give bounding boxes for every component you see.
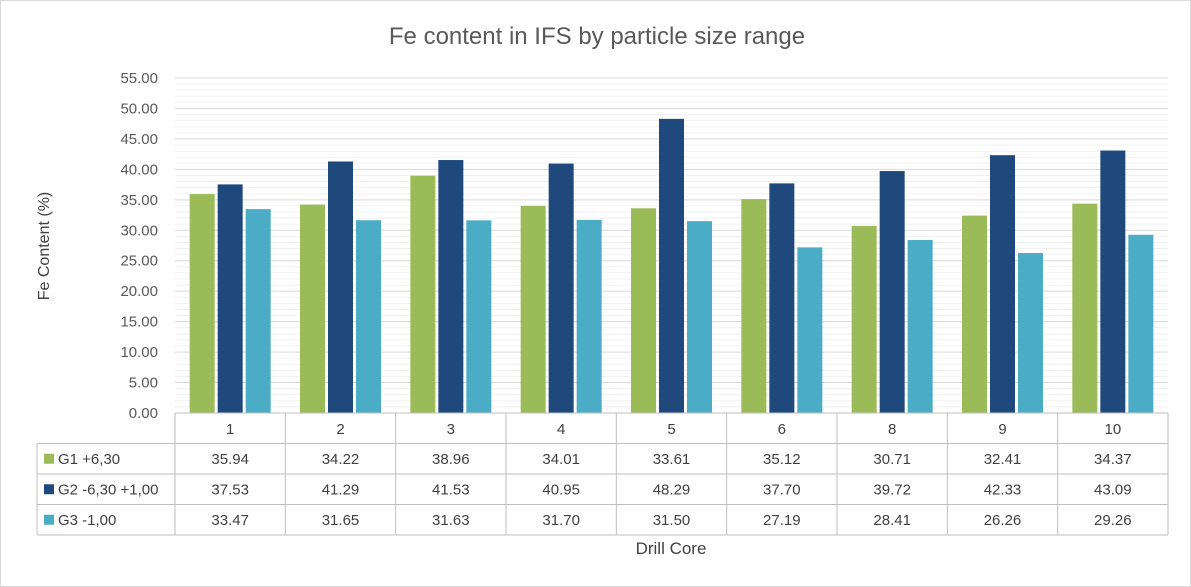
bar-series-1 [631, 208, 656, 413]
y-tick-label: 30.00 [120, 222, 158, 239]
data-label: 33.47 [211, 512, 249, 529]
y-tick-label: 0.00 [129, 405, 158, 422]
x-category-label: 2 [336, 421, 344, 438]
data-label: 34.22 [322, 451, 360, 468]
y-tick-label: 5.00 [129, 375, 158, 392]
data-label: 31.50 [653, 512, 691, 529]
bars [189, 118, 1154, 414]
bar-series-2 [769, 183, 795, 413]
bar-series-1 [410, 175, 436, 413]
data-label: 37.70 [763, 481, 801, 498]
y-tick-label: 50.00 [120, 100, 158, 117]
x-category-label: 1 [226, 421, 234, 438]
bar-series-2 [879, 171, 905, 413]
bar-series-3 [466, 220, 492, 413]
data-label: 29.26 [1094, 512, 1132, 529]
data-label: 34.37 [1094, 451, 1132, 468]
data-label: 28.41 [873, 512, 911, 529]
data-table: 1 2 3 4 5 6 8 9 10 G1 +6,30 35.94 34.22 38.96 34.01 33… [36, 412, 1169, 536]
bar-series-1 [962, 215, 987, 413]
data-label: 31.70 [542, 512, 580, 529]
legend-key-series-3 [44, 514, 54, 525]
x-axis-label: Drill Core [636, 539, 707, 558]
data-label: 30.71 [873, 451, 911, 468]
bar-series-1 [300, 204, 325, 413]
y-tick-label: 10.00 [120, 344, 158, 361]
data-label: 32.41 [984, 451, 1022, 468]
data-label: 31.63 [432, 512, 470, 529]
data-label: 43.09 [1094, 481, 1132, 498]
legend-label: G1 +6,30 [58, 451, 120, 468]
data-label: 31.65 [322, 512, 360, 529]
bar-series-1 [851, 225, 877, 413]
bar-series-1 [520, 205, 546, 413]
data-label: 48.29 [653, 481, 691, 498]
y-tick-label: 25.00 [120, 253, 158, 270]
data-label: 38.96 [432, 451, 470, 468]
x-category-label: 6 [778, 421, 786, 438]
legend-key-series-1 [44, 453, 54, 464]
y-tick-label: 15.00 [120, 314, 158, 331]
data-label: 42.33 [984, 481, 1022, 498]
bar-series-1 [189, 194, 215, 413]
legend-key-series-2 [44, 484, 54, 495]
bar-series-3 [576, 219, 602, 413]
x-category-label: 3 [447, 421, 455, 438]
x-category-label: 5 [667, 421, 675, 438]
bar-series-3 [356, 220, 381, 413]
x-category-label: 8 [888, 421, 896, 438]
y-tick-label: 45.00 [120, 131, 158, 148]
data-label: 34.01 [542, 451, 580, 468]
data-label: 41.29 [322, 481, 360, 498]
x-category-label: 10 [1104, 421, 1121, 438]
bar-series-2 [1100, 150, 1126, 413]
bar-series-2 [438, 160, 464, 413]
bar-series-2 [659, 118, 684, 414]
data-label: 41.53 [432, 481, 470, 498]
bar-series-3 [1128, 234, 1154, 413]
y-tick-label: 35.00 [120, 192, 158, 209]
data-label: 26.26 [984, 512, 1022, 529]
y-tick-label: 55.00 [120, 70, 158, 87]
bar-series-2 [990, 155, 1015, 413]
bar-series-3 [907, 239, 933, 413]
x-category-label: 9 [998, 421, 1006, 438]
bar-series-3 [687, 221, 712, 413]
data-label: 35.94 [211, 451, 249, 468]
bar-series-3 [797, 247, 823, 413]
bar-series-2 [328, 161, 353, 413]
y-tick-label: 40.00 [120, 161, 158, 178]
bar-series-2 [217, 184, 243, 413]
bar-series-2 [548, 163, 574, 413]
y-axis-ticks: 0.00 5.00 10.00 15.00 20.00 25.00 30.00 35.00 40… [120, 70, 158, 422]
data-label: 35.12 [763, 451, 801, 468]
y-axis-label: Fe Content (%) [36, 192, 53, 300]
data-label: 33.61 [653, 451, 691, 468]
bar-series-1 [1072, 203, 1098, 413]
data-label: 40.95 [542, 481, 580, 498]
x-category-label: 4 [557, 421, 565, 438]
data-label: 37.53 [211, 481, 249, 498]
bar-series-3 [245, 209, 271, 413]
chart-title: Fe content in IFS by particle size range [389, 23, 805, 50]
legend-label: G3 -1,00 [58, 512, 116, 529]
y-tick-label: 20.00 [120, 283, 158, 300]
legend-label: G2 -6,30 +1,00 [58, 481, 159, 498]
bar-series-3 [1018, 253, 1043, 413]
data-label: 39.72 [873, 481, 911, 498]
data-label: 27.19 [763, 512, 801, 529]
bar-series-1 [741, 199, 767, 413]
